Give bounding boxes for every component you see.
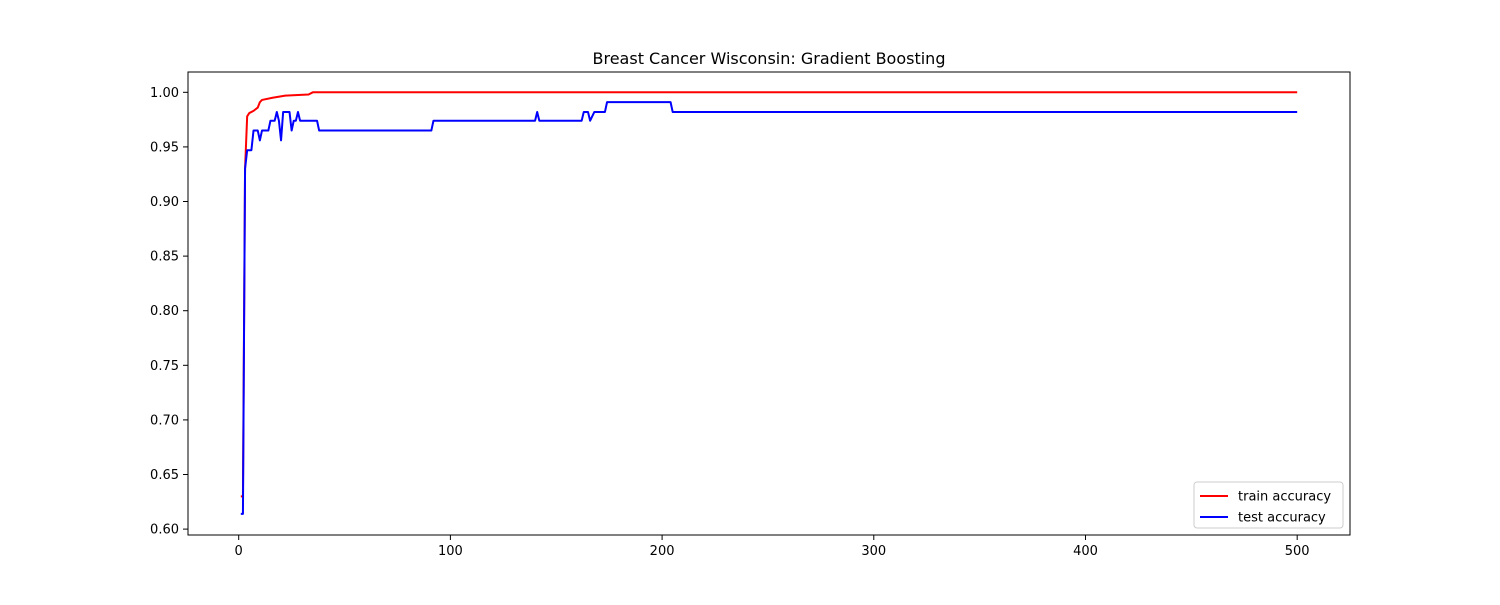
x-tick-label: 100 (438, 544, 463, 559)
legend-box (1193, 481, 1344, 529)
y-tick-label: 0.80 (150, 304, 179, 319)
y-tick-label: 0.95 (150, 140, 179, 155)
y-tick-label: 0.60 (150, 523, 179, 538)
x-tick-label: 300 (861, 544, 886, 559)
y-tick-label: 0.65 (150, 468, 179, 483)
y-tick-label: 0.75 (150, 359, 179, 374)
legend-label: train accuracy (1238, 490, 1331, 505)
legend-label: test accuracy (1238, 511, 1326, 526)
series-line-train-accuracy (240, 91, 1298, 498)
legend: train accuracy test accuracy (1193, 481, 1344, 529)
x-tick-label: 200 (650, 544, 675, 559)
y-axis: 0.60 0.65 0.70 0.75 0.80 0.85 0.90 0.95 1.00 (150, 86, 188, 538)
x-tick-label: 0 (235, 544, 243, 559)
y-tick-label: 0.90 (150, 195, 179, 210)
x-axis: 0 100 200 300 400 500 (235, 535, 1310, 559)
plot-lines (240, 91, 1298, 515)
x-tick-label: 500 (1285, 544, 1310, 559)
chart-title: Breast Cancer Wisconsin: Gradient Boosti… (593, 49, 946, 68)
y-tick-label: 0.85 (150, 250, 179, 265)
y-tick-label: 1.00 (150, 86, 179, 101)
plot-area-frame (187, 71, 1351, 536)
series-line-test-accuracy (240, 101, 1298, 515)
y-tick-label: 0.70 (150, 413, 179, 428)
x-tick-label: 400 (1073, 544, 1098, 559)
